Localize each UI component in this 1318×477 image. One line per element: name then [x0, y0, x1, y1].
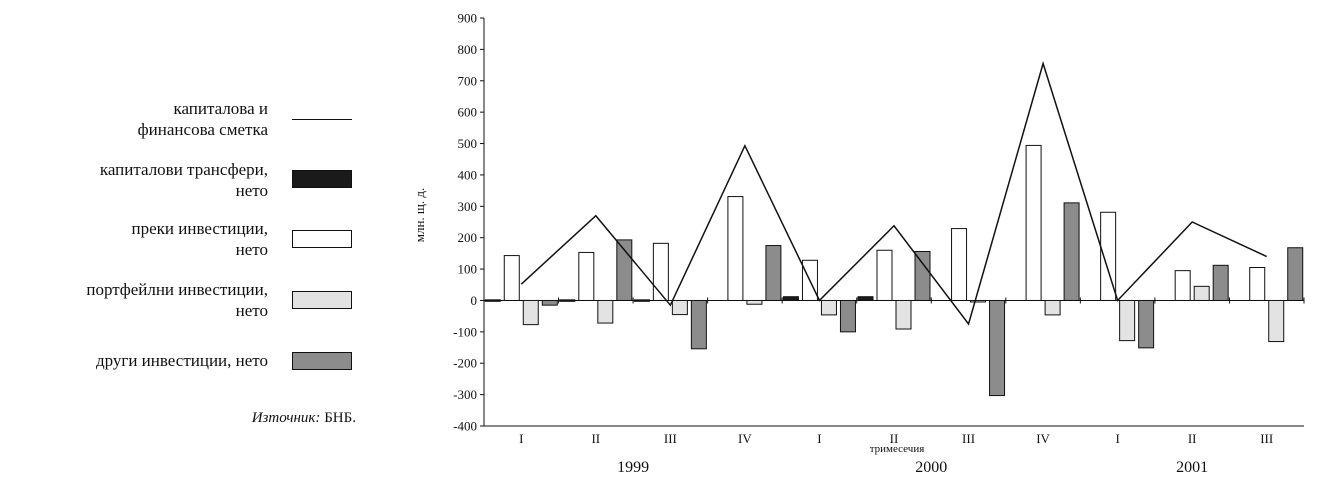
bar	[633, 299, 650, 302]
bar	[1268, 299, 1285, 343]
legend-swatch	[292, 291, 352, 309]
legend-label-line1: капиталова и	[173, 99, 268, 118]
bar	[559, 299, 576, 302]
bar	[1044, 299, 1061, 316]
x-tick-label: IV	[1036, 431, 1050, 446]
legend-label-line1: други инвестиции, нето	[95, 351, 268, 370]
bar	[1212, 264, 1229, 301]
y-tick-label: -400	[453, 419, 477, 434]
y-tick-label: 700	[458, 73, 478, 88]
y-tick-label: 200	[458, 230, 478, 245]
x-tick-label: III	[1260, 431, 1273, 446]
bar	[839, 299, 856, 333]
line-layer	[520, 60, 1268, 326]
year-label: 2001	[1176, 459, 1208, 476]
y-tick-label: 400	[458, 167, 478, 182]
bar	[1025, 144, 1042, 301]
legend-swatch	[292, 230, 352, 248]
bar	[857, 296, 874, 301]
legend-label: други инвестиции, нето	[96, 350, 268, 371]
axes-layer: 900 800 700 600 500 400 300 200 100 0 -100 -200 -300…	[453, 11, 1305, 476]
bar	[652, 242, 669, 301]
x-tick-label: IV	[738, 431, 752, 446]
chart: 900 800 700 600 500 400 300 200 100 0 -100 -200 -300…	[412, 11, 1305, 476]
legend-label-line1: преки инвестиции,	[131, 219, 268, 238]
legend-label: преки инвестиции, нето	[132, 218, 268, 260]
y-tick-label: -200	[453, 356, 477, 371]
y-tick-label: 500	[458, 136, 478, 151]
bar	[1174, 270, 1191, 301]
bar	[1119, 299, 1136, 342]
legend-label: капиталова и финансова сметка	[138, 98, 268, 140]
bar	[1193, 285, 1210, 301]
y-tick-label: 100	[458, 262, 478, 277]
x-tick-label: II	[890, 431, 899, 446]
bar	[1138, 299, 1155, 349]
bar	[951, 228, 968, 301]
bar	[820, 299, 837, 316]
bar	[1249, 267, 1266, 301]
bar	[727, 196, 744, 301]
bar	[671, 299, 688, 316]
x-tick-label: III	[962, 431, 975, 446]
legend-label: капиталови трансфери, нето	[100, 159, 268, 201]
legend-line-symbol	[292, 119, 352, 120]
legend-label-line2: нето	[235, 181, 268, 200]
bar	[746, 299, 763, 305]
bar	[876, 249, 893, 301]
bar	[989, 299, 1006, 397]
y-axis-label: млн. щ. д.	[412, 188, 427, 243]
bars-layer	[484, 144, 1304, 397]
bar	[690, 299, 707, 350]
bar	[597, 299, 614, 324]
year-label: 1999	[617, 459, 649, 476]
legend-label: портфейлни инвестиции, нето	[86, 279, 268, 321]
source-text: БНБ.	[324, 410, 356, 426]
bar	[970, 299, 987, 303]
bar	[578, 251, 595, 301]
bar	[522, 299, 539, 326]
bar	[765, 245, 782, 301]
x-axis-label: тримесечия	[870, 443, 925, 455]
source-note: Източник: БНБ.	[252, 410, 356, 427]
y-tick-label: 900	[458, 11, 478, 26]
y-tick-label: 0	[471, 293, 478, 308]
x-tick-label: II	[591, 431, 600, 446]
bar	[1100, 211, 1117, 301]
series-line	[520, 60, 1268, 326]
y-tick-label: 300	[458, 199, 478, 214]
bar	[484, 299, 501, 302]
x-tick-label: I	[817, 431, 821, 446]
bar	[1287, 247, 1304, 301]
x-tick-label: III	[664, 431, 677, 446]
legend-swatch	[292, 170, 352, 188]
legend-label-line2: нето	[235, 301, 268, 320]
legend: капиталова и финансова сметка капиталови…	[0, 0, 380, 477]
y-tick-label: 600	[458, 105, 478, 120]
y-tick-label: -100	[453, 324, 477, 339]
y-tick-label: -300	[453, 387, 477, 402]
source-prefix: Източник:	[251, 410, 321, 426]
legend-swatch	[292, 352, 352, 370]
legend-label-line1: портфейлни инвестиции,	[86, 280, 268, 299]
y-tick-label: 800	[458, 42, 478, 57]
bar	[914, 251, 931, 301]
legend-label-line1: капиталови трансфери,	[99, 160, 268, 179]
bar	[503, 255, 520, 301]
x-tick-label: I	[519, 431, 523, 446]
year-label: 2000	[915, 459, 947, 476]
legend-label-line2: нето	[235, 240, 268, 259]
legend-label-line2: финансова сметка	[137, 120, 268, 139]
x-tick-label: II	[1188, 431, 1197, 446]
bar	[1063, 202, 1080, 301]
bar	[541, 299, 558, 306]
x-tick-label: I	[1115, 431, 1119, 446]
bar	[895, 299, 912, 330]
bar	[782, 296, 799, 301]
